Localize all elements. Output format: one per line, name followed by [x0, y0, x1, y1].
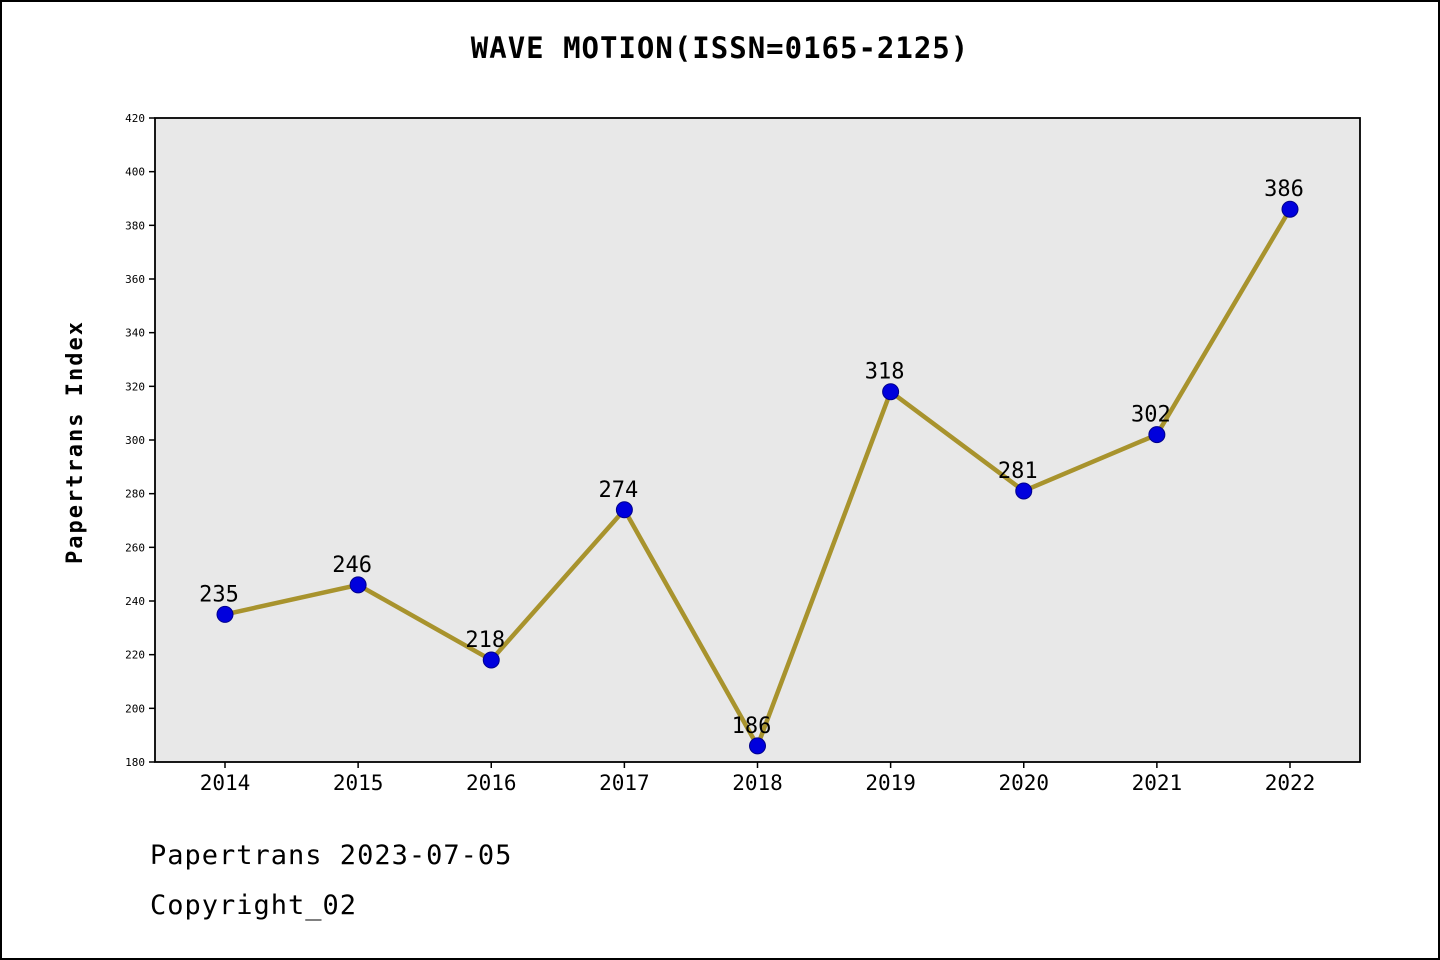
x-tick-label: 2022 — [1265, 771, 1316, 795]
x-tick-label: 2020 — [998, 771, 1049, 795]
data-point — [1148, 426, 1166, 444]
y-tick-label: 220 — [125, 649, 145, 662]
plot-background — [155, 118, 1360, 762]
data-point — [615, 501, 633, 519]
y-tick-label: 400 — [125, 166, 145, 179]
y-tick-label: 260 — [125, 541, 145, 554]
y-tick-label: 200 — [125, 702, 145, 715]
y-tick-label: 280 — [125, 488, 145, 501]
plot-border — [154, 117, 1361, 763]
data-point — [216, 605, 234, 623]
y-tick-label: 340 — [125, 327, 145, 340]
data-point-label: 386 — [1264, 177, 1304, 202]
x-tick-label: 2018 — [732, 771, 783, 795]
data-point-label: 318 — [865, 360, 905, 385]
data-point-label: 186 — [732, 714, 772, 739]
x-tick-label: 2014 — [200, 771, 251, 795]
data-point — [482, 651, 500, 669]
y-tick-label: 320 — [125, 380, 145, 393]
y-tick-label: 300 — [125, 434, 145, 447]
data-point — [1281, 200, 1299, 218]
y-tick-label: 180 — [125, 756, 145, 769]
plot-area: 180 200 220 240 260 280 300 320 340 360 380 400 420 2… — [125, 112, 1361, 795]
data-point — [882, 383, 900, 401]
y-tick-label: 360 — [125, 273, 145, 286]
y-axis-label: Papertrans Index — [63, 320, 88, 564]
y-tick-label: 380 — [125, 219, 145, 232]
data-point — [749, 737, 766, 755]
y-tick-label: 240 — [125, 595, 145, 608]
x-tick-label: 2015 — [333, 771, 384, 795]
data-point-label: 274 — [599, 478, 639, 503]
y-tick-label: 420 — [125, 112, 145, 125]
data-point-label: 246 — [332, 553, 372, 578]
data-point-label: 302 — [1131, 403, 1171, 428]
footer-attribution: Papertrans 2023-07-05 — [150, 840, 512, 871]
chart-title: WAVE MOTION(ISSN=0165-2125) — [471, 31, 969, 65]
data-point — [1015, 482, 1033, 500]
x-tick-label: 2017 — [599, 771, 650, 795]
x-tick-label: 2019 — [865, 771, 916, 795]
data-point-label: 281 — [998, 459, 1038, 484]
x-tick-label: 2016 — [466, 771, 517, 795]
data-point-label: 235 — [199, 582, 239, 607]
x-tick-label: 2021 — [1132, 771, 1183, 795]
data-point — [349, 576, 367, 594]
footer-copyright: Copyright_02 — [150, 890, 357, 921]
data-point-label: 218 — [465, 628, 505, 653]
